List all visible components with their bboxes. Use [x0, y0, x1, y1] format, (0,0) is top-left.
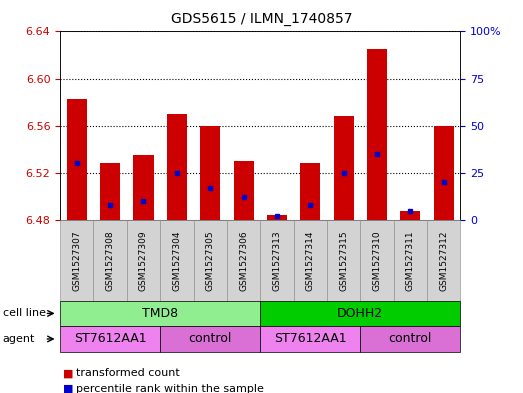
- Text: ST7612AA1: ST7612AA1: [274, 332, 347, 345]
- Bar: [334, 116, 354, 220]
- Bar: [267, 215, 287, 220]
- Bar: [67, 99, 87, 220]
- Text: percentile rank within the sample: percentile rank within the sample: [76, 384, 264, 393]
- Text: agent: agent: [3, 334, 35, 344]
- Bar: [300, 163, 320, 220]
- Text: GSM1527313: GSM1527313: [272, 230, 281, 291]
- Bar: [200, 126, 220, 220]
- Text: ■: ■: [63, 384, 73, 393]
- Text: DOHH2: DOHH2: [337, 307, 383, 320]
- Text: GDS5615 / ILMN_1740857: GDS5615 / ILMN_1740857: [170, 12, 353, 26]
- Text: ST7612AA1: ST7612AA1: [74, 332, 146, 345]
- Text: transformed count: transformed count: [76, 368, 179, 378]
- Bar: [434, 126, 453, 220]
- Text: GSM1527305: GSM1527305: [206, 230, 214, 291]
- Text: GSM1527310: GSM1527310: [372, 230, 381, 291]
- Bar: [400, 211, 420, 220]
- Text: GSM1527312: GSM1527312: [439, 230, 448, 290]
- Text: control: control: [389, 332, 432, 345]
- Bar: [133, 155, 154, 220]
- Bar: [367, 49, 387, 220]
- Text: control: control: [188, 332, 232, 345]
- Bar: [100, 163, 120, 220]
- Text: cell line: cell line: [3, 309, 46, 318]
- Text: GSM1527314: GSM1527314: [306, 230, 315, 290]
- Text: GSM1527304: GSM1527304: [173, 230, 181, 290]
- Bar: [233, 161, 254, 220]
- Text: GSM1527308: GSM1527308: [106, 230, 115, 291]
- Bar: [167, 114, 187, 220]
- Text: TMD8: TMD8: [142, 307, 178, 320]
- Text: GSM1527306: GSM1527306: [239, 230, 248, 291]
- Text: GSM1527311: GSM1527311: [406, 230, 415, 291]
- Text: ■: ■: [63, 368, 73, 378]
- Text: GSM1527309: GSM1527309: [139, 230, 148, 291]
- Text: GSM1527307: GSM1527307: [72, 230, 81, 291]
- Text: GSM1527315: GSM1527315: [339, 230, 348, 291]
